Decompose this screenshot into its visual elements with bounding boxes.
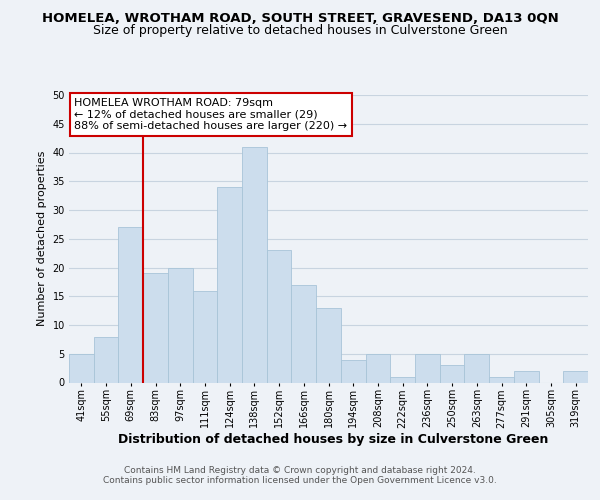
Text: Distribution of detached houses by size in Culverstone Green: Distribution of detached houses by size … <box>118 432 548 446</box>
Bar <box>365 354 390 382</box>
Bar <box>514 371 539 382</box>
Bar <box>168 268 193 382</box>
Bar <box>267 250 292 382</box>
Bar <box>563 371 588 382</box>
Bar <box>292 285 316 382</box>
Text: HOMELEA WROTHAM ROAD: 79sqm
← 12% of detached houses are smaller (29)
88% of sem: HOMELEA WROTHAM ROAD: 79sqm ← 12% of det… <box>74 98 347 131</box>
Bar <box>118 227 143 382</box>
Bar <box>390 377 415 382</box>
Text: Contains public sector information licensed under the Open Government Licence v3: Contains public sector information licen… <box>103 476 497 485</box>
Bar <box>489 377 514 382</box>
Text: Contains HM Land Registry data © Crown copyright and database right 2024.: Contains HM Land Registry data © Crown c… <box>124 466 476 475</box>
Bar <box>193 290 217 382</box>
Bar <box>242 147 267 382</box>
Bar <box>143 273 168 382</box>
Bar <box>316 308 341 382</box>
Bar <box>440 365 464 382</box>
Bar <box>415 354 440 382</box>
Bar <box>341 360 365 382</box>
Bar <box>69 354 94 382</box>
Text: Size of property relative to detached houses in Culverstone Green: Size of property relative to detached ho… <box>92 24 508 37</box>
Bar <box>217 187 242 382</box>
Bar <box>94 336 118 382</box>
Bar <box>464 354 489 382</box>
Text: HOMELEA, WROTHAM ROAD, SOUTH STREET, GRAVESEND, DA13 0QN: HOMELEA, WROTHAM ROAD, SOUTH STREET, GRA… <box>41 12 559 26</box>
Y-axis label: Number of detached properties: Number of detached properties <box>37 151 47 326</box>
